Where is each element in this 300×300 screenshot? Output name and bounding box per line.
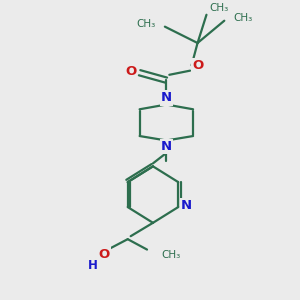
- Text: N: N: [161, 92, 172, 104]
- Text: CH₃: CH₃: [233, 13, 253, 23]
- Text: O: O: [125, 65, 136, 78]
- Text: CH₃: CH₃: [137, 19, 156, 29]
- Text: N: N: [181, 199, 192, 212]
- Text: O: O: [98, 248, 110, 260]
- Text: O: O: [193, 59, 204, 72]
- Text: N: N: [161, 140, 172, 153]
- Text: CH₃: CH₃: [209, 3, 229, 13]
- Text: CH₃: CH₃: [161, 250, 181, 260]
- Text: H: H: [88, 259, 98, 272]
